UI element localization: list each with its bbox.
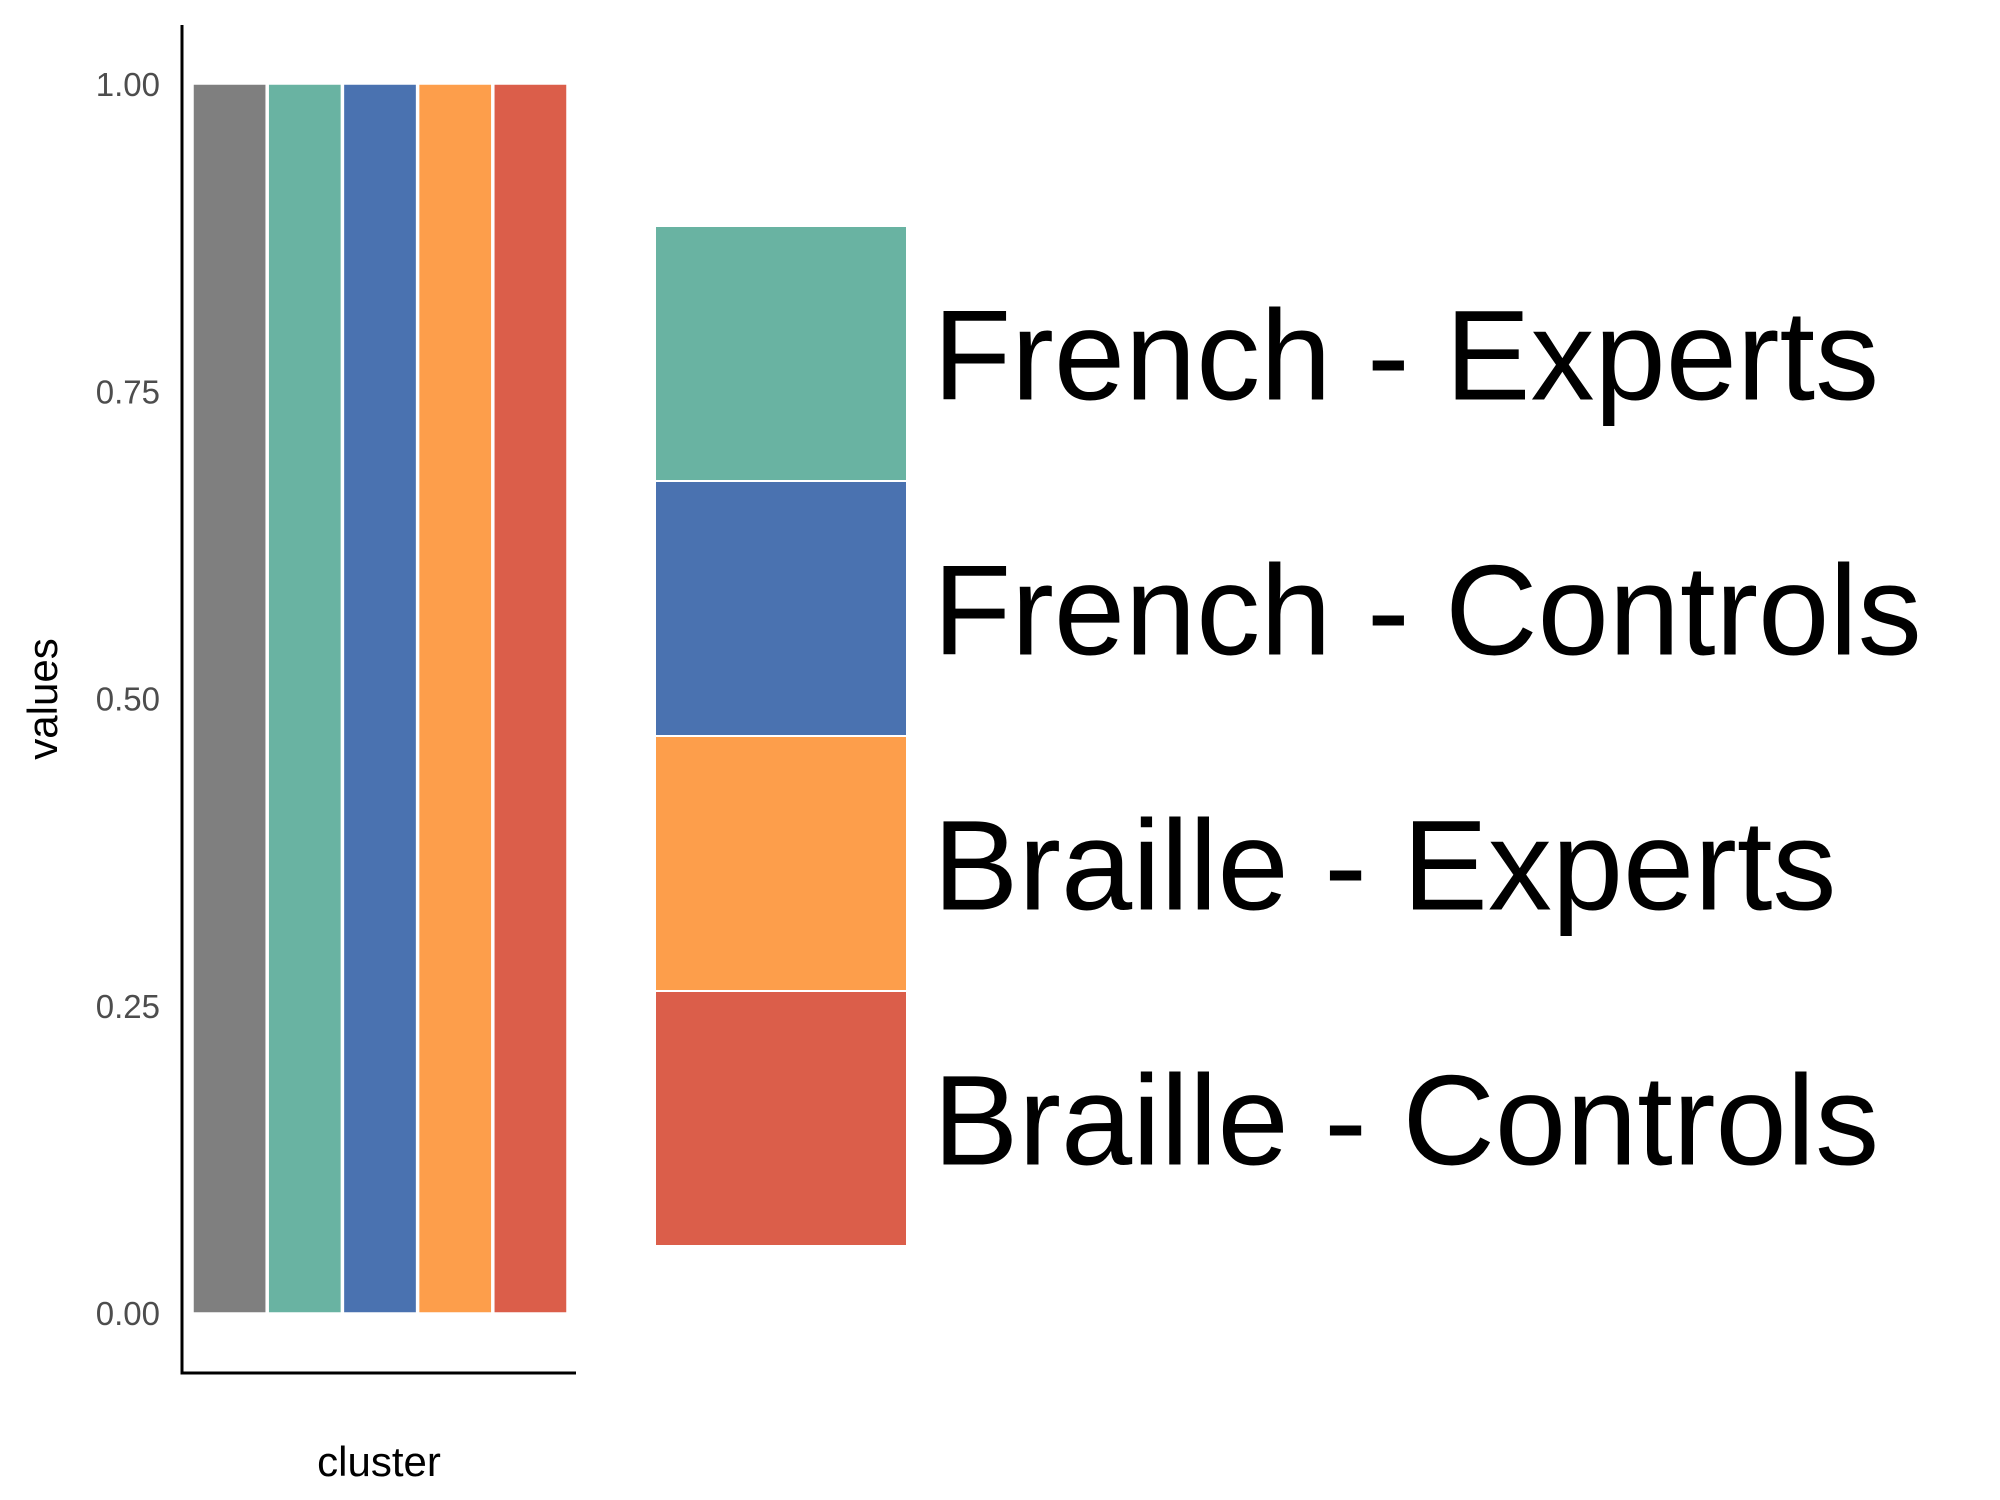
bar-2 bbox=[267, 83, 343, 1314]
legend-key-3 bbox=[654, 735, 908, 992]
x-axis-title: cluster bbox=[317, 1438, 441, 1485]
y-tick-label: 0.00 bbox=[96, 1295, 160, 1332]
legend-key-1 bbox=[654, 225, 908, 482]
legend-label-3: Braille - Experts bbox=[933, 795, 1836, 938]
y-axis-title: values bbox=[19, 638, 66, 759]
bar-4 bbox=[417, 83, 493, 1314]
legend-key-2 bbox=[654, 480, 908, 737]
y-ticks-layer: 0.00 0.25 0.50 0.75 1.00 bbox=[96, 66, 160, 1332]
legend-label-4: Braille - Controls bbox=[933, 1050, 1879, 1193]
y-tick-label: 0.75 bbox=[96, 373, 160, 410]
bar-3 bbox=[342, 83, 418, 1314]
legend-label-2: French - Controls bbox=[933, 540, 1922, 683]
legend: French - Experts French - Controls Braille… bbox=[654, 225, 1922, 1247]
y-tick-label: 0.25 bbox=[96, 988, 160, 1025]
legend-key-4 bbox=[654, 990, 908, 1247]
legend-label-1: French - Experts bbox=[933, 285, 1879, 428]
bar-5 bbox=[493, 83, 568, 1314]
y-tick-label: 0.50 bbox=[96, 681, 160, 718]
bar-1 bbox=[192, 83, 267, 1314]
y-tick-label: 1.00 bbox=[96, 66, 160, 103]
bars-layer bbox=[192, 83, 568, 1314]
